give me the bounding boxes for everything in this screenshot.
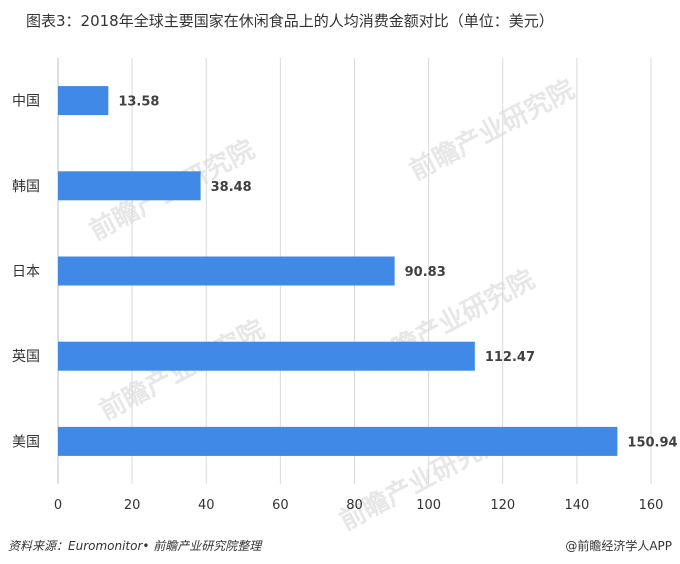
bar <box>58 171 201 201</box>
data-label: 13.58 <box>118 95 159 110</box>
data-label: 38.48 <box>211 180 252 195</box>
data-label: 112.47 <box>485 350 535 365</box>
category-label: 英国 <box>12 348 40 365</box>
x-tick-label: 160 <box>639 498 664 513</box>
bar <box>58 86 109 116</box>
category-label: 日本 <box>12 264 40 280</box>
category-label: 韩国 <box>12 179 40 195</box>
category-label: 中国 <box>12 94 40 110</box>
data-label: 90.83 <box>405 265 446 280</box>
credit-note: @前瞻经济学人APP <box>565 539 672 553</box>
category-label: 美国 <box>12 434 40 450</box>
bar <box>58 341 475 371</box>
bar <box>58 256 395 286</box>
source-note: 资料来源：Euromonitor• 前瞻产业研究院整理 <box>8 539 262 553</box>
bar <box>58 426 618 456</box>
x-tick-label: 20 <box>124 498 141 513</box>
x-tick-label: 120 <box>490 498 515 513</box>
x-tick-label: 100 <box>416 498 441 513</box>
x-tick-label: 80 <box>346 498 363 513</box>
x-tick-label: 40 <box>198 498 215 513</box>
x-tick-label: 140 <box>564 498 589 513</box>
x-tick-label: 60 <box>272 498 289 513</box>
chart-title: 图表3：2018年全球主要国家在休闲食品上的人均消费金额对比（单位：美元） <box>26 12 554 30</box>
data-label: 150.94 <box>627 435 677 450</box>
x-tick-label: 0 <box>54 498 62 513</box>
